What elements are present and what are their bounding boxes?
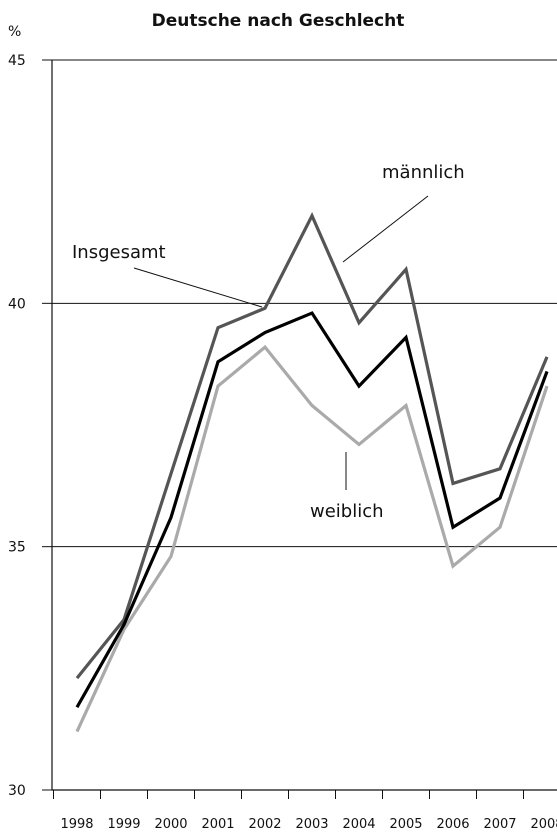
series-line-2 bbox=[75, 344, 549, 733]
series-label-insgesamt: Insgesamt bbox=[72, 242, 166, 263]
leader-insgesamt bbox=[133, 267, 263, 308]
series-lines bbox=[75, 211, 549, 733]
series-line-0 bbox=[75, 211, 549, 680]
chart-title: Deutsche nach Geschlecht bbox=[152, 11, 405, 31]
x-tick-label-2000: 2000 bbox=[154, 817, 187, 832]
x-tick-label-2001: 2001 bbox=[201, 817, 234, 832]
y-tick-label-40: 40 bbox=[8, 296, 26, 312]
axes bbox=[42, 59, 557, 799]
leader-maennlich bbox=[342, 195, 429, 263]
y-tick-label-35: 35 bbox=[8, 540, 26, 556]
y-tick-label-45: 45 bbox=[8, 53, 26, 69]
gridlines bbox=[52, 59, 557, 548]
y-tick-label-30: 30 bbox=[8, 783, 26, 799]
x-tick-labels: 1998 1999 2000 2001 2002 2003 2004 2005 2006 2007… bbox=[60, 817, 557, 832]
series-line-1 bbox=[75, 311, 549, 709]
y-tick-labels: 30 35 40 45 bbox=[8, 53, 26, 799]
series-label-weiblich: weiblich bbox=[310, 501, 384, 522]
series-labels: männlich Insgesamt weiblich bbox=[72, 162, 465, 522]
x-tick-label-1999: 1999 bbox=[107, 817, 140, 832]
x-tick-label-2008: 2008 bbox=[530, 817, 557, 832]
x-tick-label-1998: 1998 bbox=[60, 817, 93, 832]
x-tick-label-2007: 2007 bbox=[483, 817, 516, 832]
x-tick-label-2005: 2005 bbox=[389, 817, 422, 832]
x-tick-label-2003: 2003 bbox=[295, 817, 328, 832]
x-tick-label-2002: 2002 bbox=[248, 817, 281, 832]
x-tick-label-2006: 2006 bbox=[436, 817, 469, 832]
series-label-maennlich: männlich bbox=[382, 162, 465, 183]
y-axis-unit: % bbox=[8, 24, 21, 40]
x-tick-label-2004: 2004 bbox=[342, 817, 375, 832]
